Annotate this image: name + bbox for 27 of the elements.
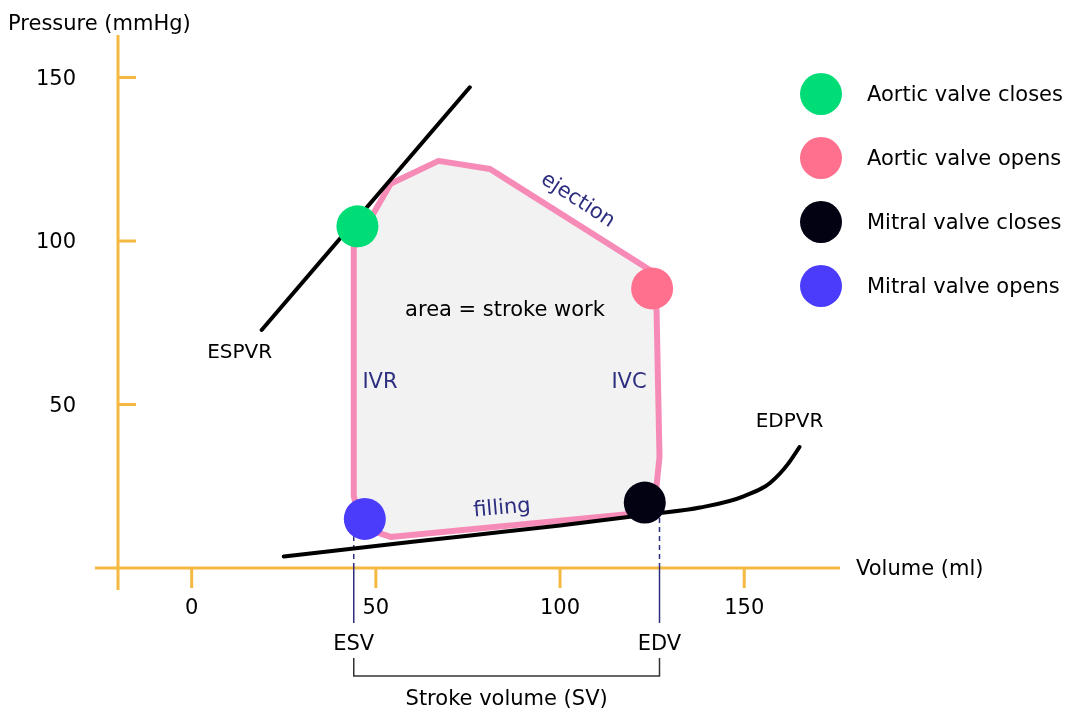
- point: [631, 267, 674, 310]
- x-tick-label: 150: [724, 595, 765, 619]
- series-label: EDPVR: [755, 408, 824, 433]
- y-axis-title: Pressure (mmHg): [8, 11, 191, 35]
- text: Stroke volume (SV): [405, 686, 608, 710]
- line-series: [281, 445, 802, 559]
- y-tick-label: 50: [49, 392, 76, 417]
- point: [623, 481, 666, 524]
- series-label: ESPVR: [207, 338, 273, 363]
- annotation: filling: [472, 492, 532, 522]
- point: [336, 205, 379, 248]
- x-tick-label: 50: [362, 595, 390, 619]
- x-axis-title: Volume (ml): [856, 556, 984, 580]
- y-tick-label: 150: [35, 65, 76, 90]
- ref-line-label: ESV: [333, 631, 375, 655]
- x-tick-label: 100: [539, 595, 581, 619]
- point: [343, 497, 386, 540]
- legend-label: Mitral valve opens: [867, 274, 1060, 298]
- y-tick-label: 100: [35, 229, 76, 254]
- annotation: area = stroke work: [405, 297, 606, 321]
- annotation: IVR: [362, 369, 398, 393]
- legend-label: Aortic valve opens: [867, 146, 1062, 170]
- annotation: IVC: [611, 369, 647, 393]
- legend-label: Aortic valve closes: [867, 82, 1063, 106]
- legend-label: Mitral valve closes: [867, 210, 1062, 234]
- ref-line-label: EDV: [637, 631, 682, 655]
- x-tick-label: 0: [184, 595, 199, 619]
